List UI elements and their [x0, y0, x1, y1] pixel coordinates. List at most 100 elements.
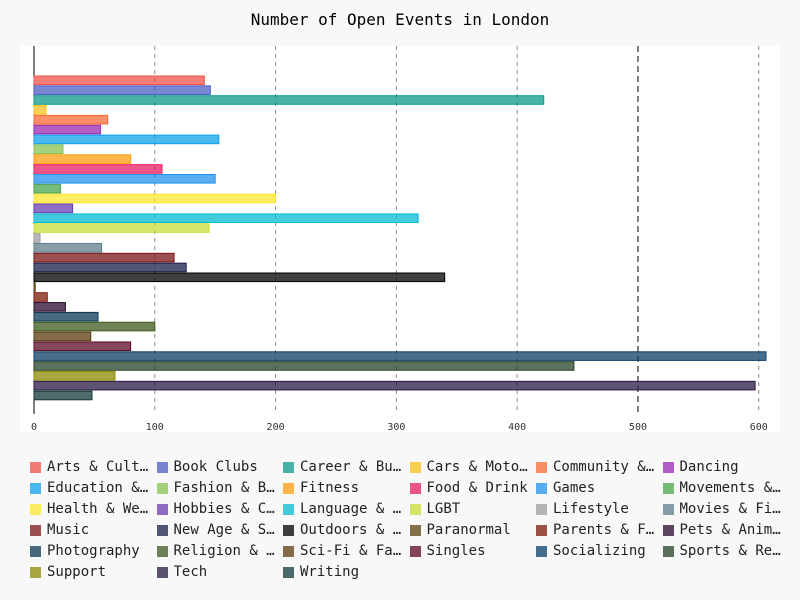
legend-item[interactable]: Support	[30, 563, 153, 581]
legend-item[interactable]: Movies & Film	[662, 500, 786, 518]
legend-item[interactable]: Paranormal	[409, 521, 533, 539]
bar	[33, 193, 277, 204]
legend-swatch	[409, 524, 421, 536]
legend-swatch	[536, 461, 547, 473]
legend-item[interactable]: Language & Ethnic Identity	[283, 500, 406, 518]
legend-item[interactable]: Parents & Family	[536, 521, 659, 539]
legend-swatch	[283, 503, 294, 515]
x-tick-label: 200	[267, 422, 285, 432]
bar	[33, 95, 545, 105]
legend-label: Support	[47, 564, 107, 580]
legend-item[interactable]: Games	[536, 479, 659, 497]
legend-item[interactable]: Socializing	[536, 542, 659, 560]
legend-label: Parents & Family	[553, 522, 659, 538]
legend-item[interactable]: Fitness	[283, 479, 406, 497]
chart-title: Number of Open Events in London	[250, 10, 550, 29]
legend-item[interactable]: Food & Drink	[409, 479, 533, 497]
legend-item[interactable]: Pets & Animals	[662, 521, 786, 539]
legend-swatch	[283, 482, 294, 494]
legend-swatch	[662, 503, 674, 515]
legend-swatch	[30, 482, 41, 494]
legend-label: Food & Drink	[426, 480, 528, 496]
legend-item[interactable]: Dancing	[662, 458, 786, 476]
bar	[33, 282, 36, 292]
legend-swatch	[536, 524, 547, 536]
legend-label: Photography	[47, 543, 140, 559]
bar	[33, 233, 41, 243]
legend-item[interactable]: Sports & Recreation	[662, 542, 786, 560]
legend-label: Language & Ethnic Identity	[300, 501, 406, 517]
legend-label: Games	[553, 480, 596, 496]
legend-item[interactable]: Community & Environment	[536, 458, 659, 476]
bar	[33, 223, 210, 233]
legend-label: Health & Wellbeing	[47, 501, 153, 517]
legend-label: Hobbies & Crafts	[173, 501, 280, 517]
legend-label: Singles	[426, 543, 486, 559]
legend-item[interactable]: Education & Learning	[30, 479, 153, 497]
bar	[33, 105, 47, 115]
bar	[33, 371, 116, 381]
legend-item[interactable]: Book Clubs	[156, 458, 280, 476]
legend-swatch	[536, 545, 547, 557]
legend-label: Religion & Beliefs	[173, 543, 280, 559]
legend-swatch	[662, 524, 674, 536]
legend-item[interactable]: Singles	[409, 542, 533, 560]
legend-label: Dancing	[679, 459, 739, 475]
legend-label: Arts & Culture	[47, 459, 153, 475]
legend-item[interactable]: Religion & Beliefs	[156, 542, 280, 560]
plot-area: 0 100 200 300 400 500 600	[20, 46, 780, 433]
legend-swatch	[30, 545, 41, 557]
legend-swatch	[662, 461, 674, 473]
bar	[33, 262, 187, 273]
bar	[33, 134, 220, 145]
legend-label: Music	[47, 522, 90, 538]
legend-label: Tech	[173, 564, 208, 580]
legend-swatch	[30, 566, 41, 578]
x-tick-label: 600	[750, 422, 768, 432]
legend-item[interactable]: Movements & Politics	[662, 479, 786, 497]
legend-item[interactable]: Career & Business	[283, 458, 406, 476]
legend-item[interactable]: Music	[30, 521, 153, 539]
legend-item[interactable]: Sci-Fi & Fantasy	[283, 542, 406, 560]
bar	[33, 311, 99, 322]
legend-item[interactable]: New Age & Spirituality	[156, 521, 280, 539]
legend-label: New Age & Spirituality	[173, 522, 280, 538]
x-tick-label: 400	[508, 422, 526, 432]
legend-item[interactable]: Arts & Culture	[30, 458, 153, 476]
legend-swatch	[156, 545, 168, 557]
bar	[33, 252, 175, 263]
legend-item[interactable]: LGBT	[409, 500, 533, 518]
bar	[33, 341, 132, 352]
bar	[33, 242, 103, 253]
bar	[33, 213, 419, 223]
bar	[33, 380, 756, 391]
legend-label: Pets & Animals	[679, 522, 786, 538]
legend-item[interactable]: Hobbies & Crafts	[156, 500, 280, 518]
legend-swatch	[30, 524, 41, 536]
legend-item[interactable]: Tech	[156, 563, 280, 581]
bar-chart: 0 100 200 300 400 500 600	[31, 46, 768, 433]
legend-item[interactable]: Cars & Motorcycles	[409, 458, 533, 476]
bar	[33, 321, 156, 332]
bar	[33, 351, 767, 361]
bar	[33, 144, 64, 155]
legend-item[interactable]: Health & Wellbeing	[30, 500, 153, 518]
legend-item[interactable]: Writing	[283, 563, 406, 581]
legend-swatch	[536, 503, 547, 515]
bar	[33, 75, 205, 86]
legend-label: Writing	[300, 564, 360, 580]
legend-label: Fashion & Beauty	[173, 480, 280, 496]
legend-swatch	[283, 566, 294, 578]
x-tick-label: 0	[31, 422, 37, 432]
legend-swatch	[156, 482, 168, 494]
legend-label: Paranormal	[426, 522, 511, 538]
x-tick-label: 100	[146, 422, 164, 432]
legend-item[interactable]: Outdoors & Adventure	[283, 521, 406, 539]
legend-item[interactable]: Lifestyle	[536, 500, 659, 518]
legend-swatch	[536, 482, 547, 494]
legend-swatch	[662, 545, 674, 557]
legend-item[interactable]: Fashion & Beauty	[156, 479, 280, 497]
legend-item[interactable]: Photography	[30, 542, 153, 560]
legend-swatch	[283, 524, 294, 536]
legend-swatch	[156, 566, 168, 578]
